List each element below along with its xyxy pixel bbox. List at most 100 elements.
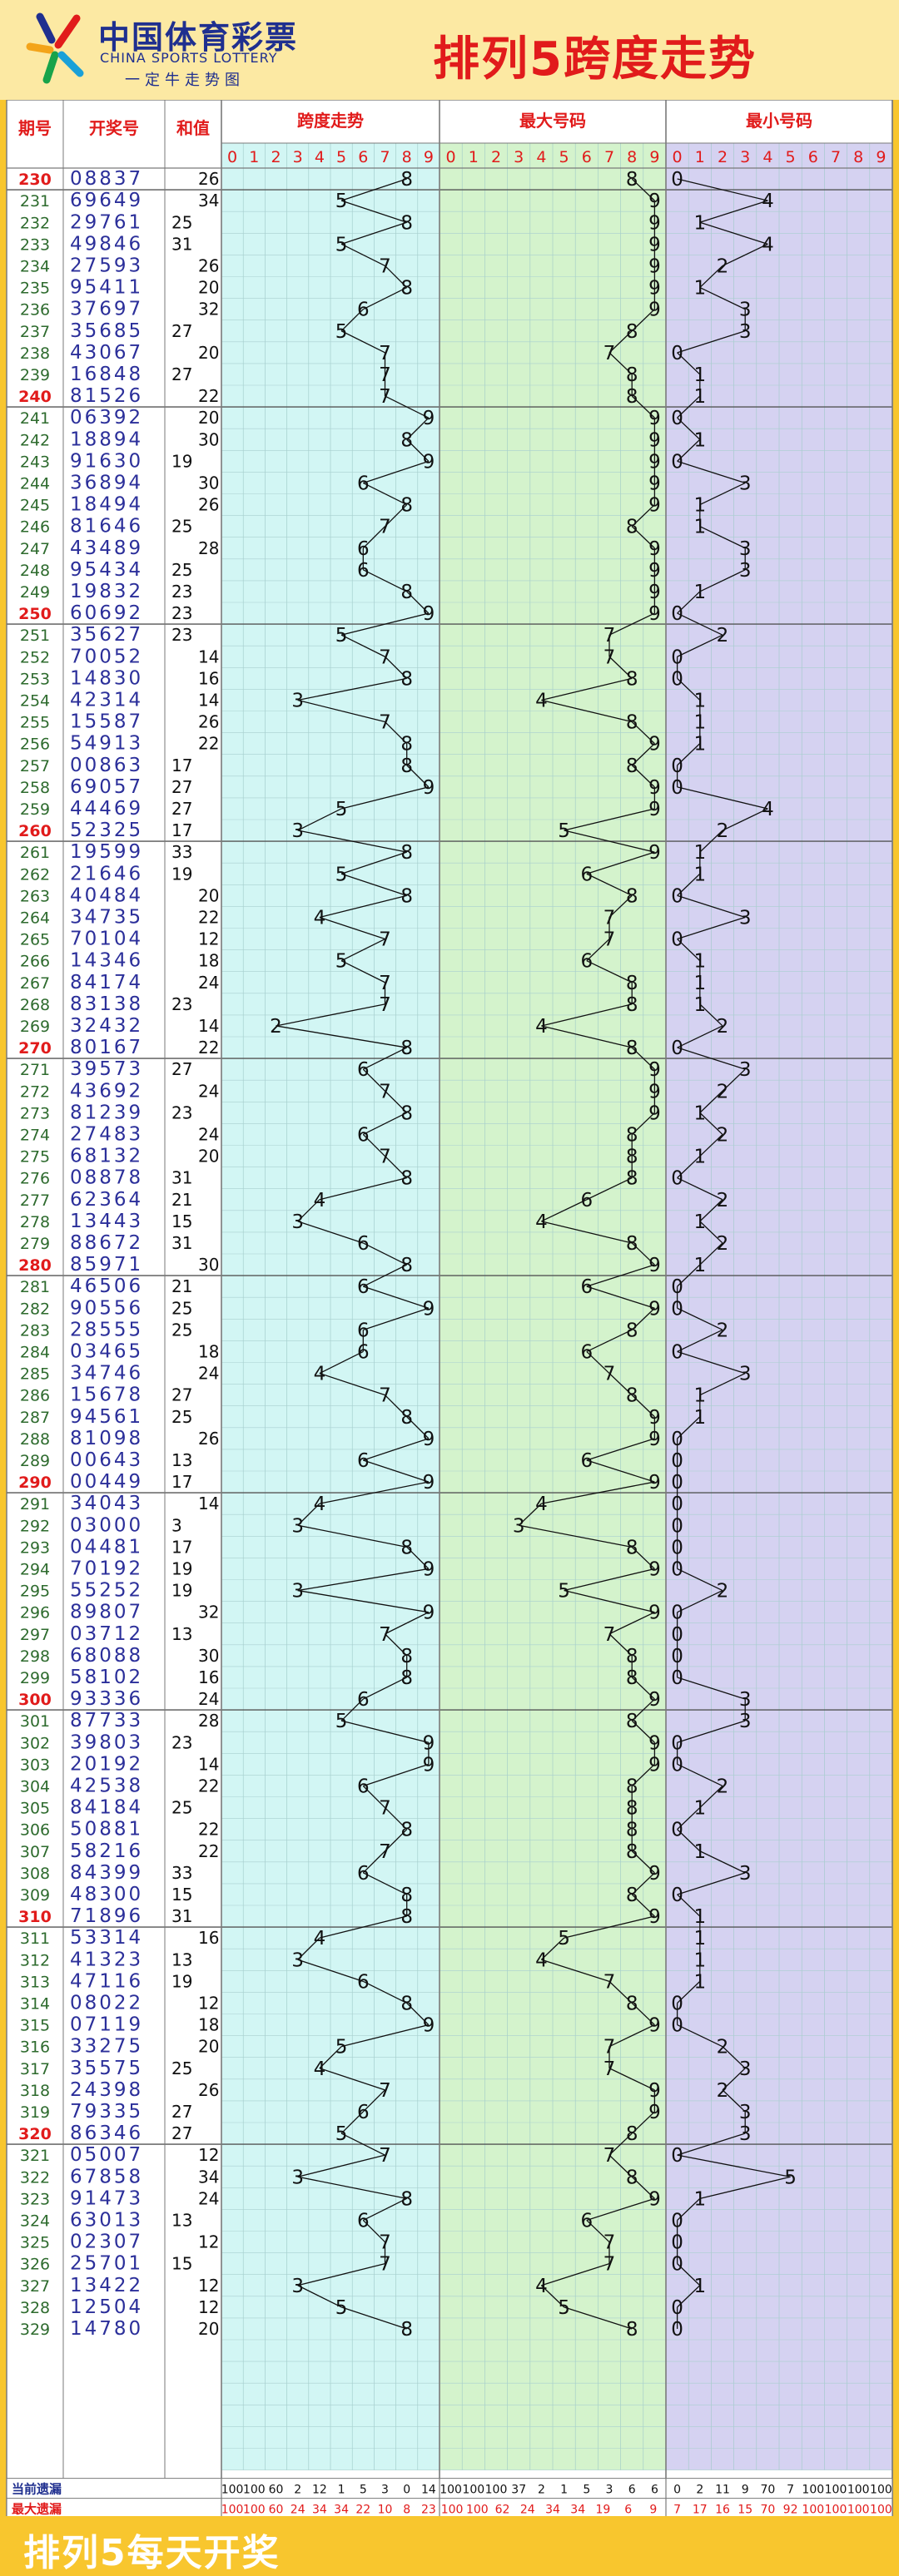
sum-cell: 12 <box>198 2232 219 2252</box>
min-trend-line <box>699 1199 723 1222</box>
max-trend-line <box>608 612 655 636</box>
number-cell: 62364 <box>70 1189 143 1211</box>
issue-cell: 254 <box>20 691 50 710</box>
issue-cell: 309 <box>20 1886 50 1905</box>
min-stat-value: 17 <box>693 2504 708 2516</box>
number-cell: 14346 <box>70 950 143 972</box>
min-value-mark: 0 <box>671 1993 683 2014</box>
issue-cell: 237 <box>20 323 50 341</box>
min-trend-line <box>699 1850 746 1874</box>
max-stat-value: 6 <box>624 2504 632 2516</box>
number-cell: 33275 <box>70 2036 143 2058</box>
max-stat-value: 37 <box>511 2484 526 2497</box>
number-cell: 83138 <box>70 993 143 1015</box>
max-trend-line <box>586 1286 655 1309</box>
span-trend-line <box>340 178 407 201</box>
max-trend-line <box>586 939 610 962</box>
span-value-mark: 6 <box>357 2102 370 2123</box>
max-trend-line <box>631 721 655 745</box>
number-cell: 95411 <box>70 277 143 299</box>
sum-cell: 25 <box>171 212 192 232</box>
min-trend-line <box>677 916 746 940</box>
span-trend-line <box>297 1199 320 1222</box>
span-value-mark: 9 <box>423 408 435 429</box>
span-trend-line <box>319 2046 342 2069</box>
min-digit-header: 7 <box>831 148 841 166</box>
issue-cell: 306 <box>20 1821 50 1840</box>
max-trend-line <box>631 1677 655 1700</box>
span-trend-line <box>276 1025 407 1048</box>
max-trend-line <box>564 808 655 831</box>
span-stat-value: 100 <box>221 2504 244 2516</box>
sum-cell: 26 <box>198 255 219 275</box>
min-value-mark: 3 <box>739 1711 752 1732</box>
span-value-mark: 8 <box>400 1407 413 1429</box>
number-cell: 20192 <box>70 1753 143 1775</box>
min-trend-line <box>677 1156 701 1179</box>
stats-bg <box>7 2478 892 2516</box>
min-value-mark: 0 <box>671 1515 683 1537</box>
span-value-mark: 8 <box>400 1168 413 1190</box>
max-trend-line <box>631 2176 655 2199</box>
min-trend-line <box>722 808 768 831</box>
issue-cell: 316 <box>20 2039 50 2057</box>
max-value-mark: 8 <box>626 1798 638 1820</box>
max-value-mark: 9 <box>648 538 661 560</box>
max-value-mark: 9 <box>648 495 661 517</box>
max-value-mark: 6 <box>580 1341 593 1363</box>
span-trend-line <box>319 1177 407 1201</box>
span-trend-line <box>297 1524 407 1548</box>
page-title: 排列5跨度走势 <box>433 32 757 87</box>
min-value-mark: 2 <box>717 1320 729 1341</box>
sum-cell: 26 <box>198 712 219 732</box>
min-trend-line <box>677 1264 701 1287</box>
sum-cell: 14 <box>198 1494 219 1513</box>
max-value-mark: 5 <box>558 1928 570 1949</box>
min-trend-line <box>677 1763 723 1787</box>
max-stat-value: 100 <box>462 2484 484 2497</box>
span-value-mark: 6 <box>357 1971 370 1993</box>
max-value-mark: 9 <box>648 799 661 820</box>
number-cell: 94561 <box>70 1406 143 1428</box>
sum-cell: 15 <box>171 1211 192 1231</box>
max-value-mark: 9 <box>648 473 661 494</box>
sum-cell: 16 <box>198 1928 219 1948</box>
max-value-mark: 4 <box>535 1949 548 1971</box>
span-value-mark: 8 <box>400 1646 413 1667</box>
max-trend-line <box>631 1872 655 1895</box>
min-trend-line <box>677 1025 723 1048</box>
sum-cell: 3 <box>171 1515 182 1535</box>
max-value-mark: 9 <box>648 2102 661 2123</box>
min-stat-value: 100 <box>802 2484 824 2497</box>
span-value-mark: 7 <box>379 1841 391 1863</box>
min-trend-line <box>699 2176 791 2199</box>
max-value-mark: 7 <box>603 2145 616 2167</box>
issue-cell: 304 <box>20 1777 50 1796</box>
min-trend-line <box>677 1872 746 1895</box>
sum-cell: 23 <box>171 625 192 645</box>
max-digit-header: 1 <box>469 148 479 166</box>
stats-label: 当前遗漏 <box>12 2482 62 2497</box>
issue-cell: 323 <box>20 2190 50 2208</box>
number-cell: 40484 <box>70 884 143 906</box>
max-value-mark: 4 <box>535 1211 548 1233</box>
issue-cell: 276 <box>20 1170 50 1188</box>
number-cell: 42538 <box>70 1775 143 1796</box>
min-value-mark: 1 <box>693 951 706 973</box>
span-value-mark: 5 <box>335 799 348 820</box>
number-cell: 05007 <box>70 2144 143 2166</box>
min-stat-value: 100 <box>870 2484 892 2497</box>
span-value-mark: 8 <box>400 1667 413 1689</box>
span-value-mark: 5 <box>335 625 348 646</box>
issue-cell: 258 <box>20 779 50 797</box>
max-value-mark: 8 <box>626 1993 638 2014</box>
span-value-mark: 7 <box>379 929 391 951</box>
sum-cell: 18 <box>198 951 219 971</box>
max-value-mark: 8 <box>626 2319 638 2341</box>
min-trend-line <box>699 1133 723 1157</box>
span-value-mark: 7 <box>379 646 391 668</box>
max-value-mark: 9 <box>648 1429 661 1450</box>
span-stat-value: 100 <box>243 2484 266 2497</box>
sum-cell: 13 <box>171 1450 192 1470</box>
min-stat-value: 7 <box>673 2504 681 2516</box>
